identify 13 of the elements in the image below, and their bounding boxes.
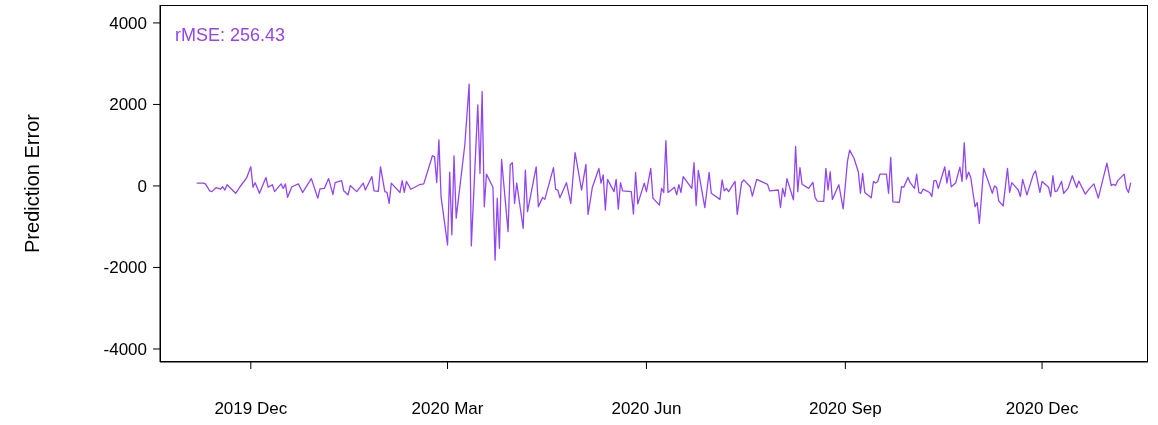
y-axis-title: Prediction Error [21,113,44,253]
y-tick-label: 4000 [109,13,147,33]
line-series [196,83,1132,261]
x-tick-label: 2020 Jun [611,399,682,419]
y-tick-label: -4000 [103,339,147,359]
x-tick-label: 2020 Mar [411,399,484,419]
x-tick-label: 2019 Dec [214,399,288,419]
y-tick-label: 2000 [109,95,147,115]
x-tick-label: 2020 Dec [1005,399,1079,419]
y-tick-label: -2000 [103,258,147,278]
y-tick-label: 0 [137,176,147,196]
x-tick-label: 2020 Sep [808,399,882,419]
annotation: rMSE: 256.43 [175,25,286,46]
